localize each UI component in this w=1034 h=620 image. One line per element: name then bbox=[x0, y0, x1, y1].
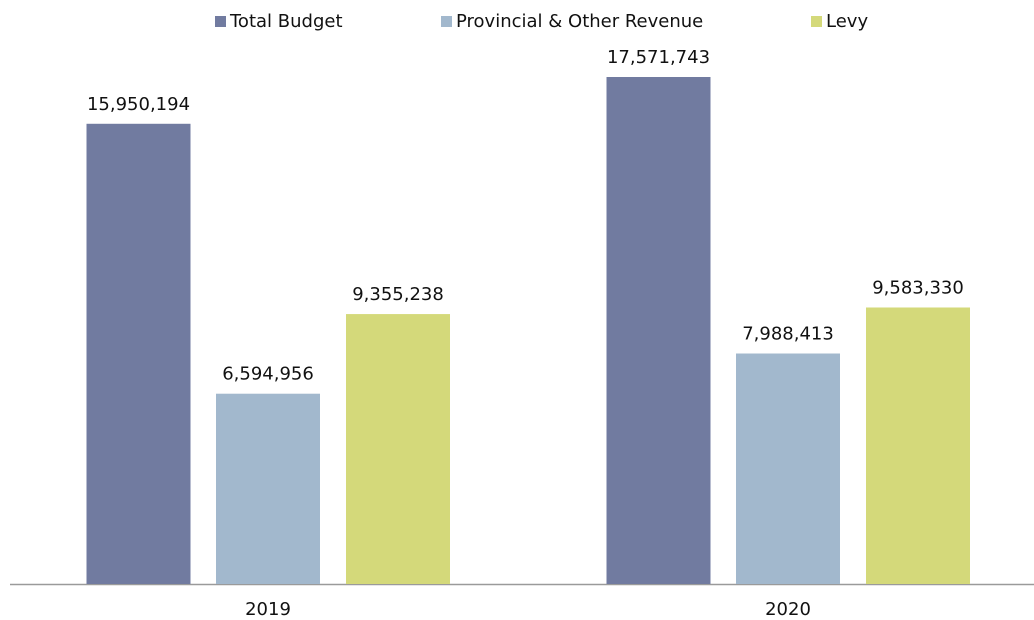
legend-label: Provincial & Other Revenue bbox=[456, 11, 703, 32]
bar bbox=[346, 314, 450, 584]
data-label: 17,571,743 bbox=[607, 47, 710, 68]
legend-swatch bbox=[441, 16, 452, 27]
legend-swatch bbox=[215, 16, 226, 27]
data-label: 7,988,413 bbox=[742, 324, 834, 345]
data-label: 6,594,956 bbox=[222, 364, 314, 385]
legend-swatch bbox=[811, 16, 822, 27]
bar bbox=[606, 77, 711, 584]
x-tick-label: 2020 bbox=[765, 599, 811, 620]
bar bbox=[216, 393, 320, 584]
data-label: 15,950,194 bbox=[87, 94, 190, 115]
legend-label: Levy bbox=[826, 11, 868, 32]
data-label: 9,583,330 bbox=[872, 277, 964, 298]
x-tick-label: 2019 bbox=[245, 599, 291, 620]
legend-label: Total Budget bbox=[229, 11, 343, 32]
bar bbox=[86, 123, 191, 585]
bar bbox=[866, 307, 970, 584]
bar bbox=[736, 353, 840, 584]
data-label: 9,355,238 bbox=[352, 284, 444, 305]
